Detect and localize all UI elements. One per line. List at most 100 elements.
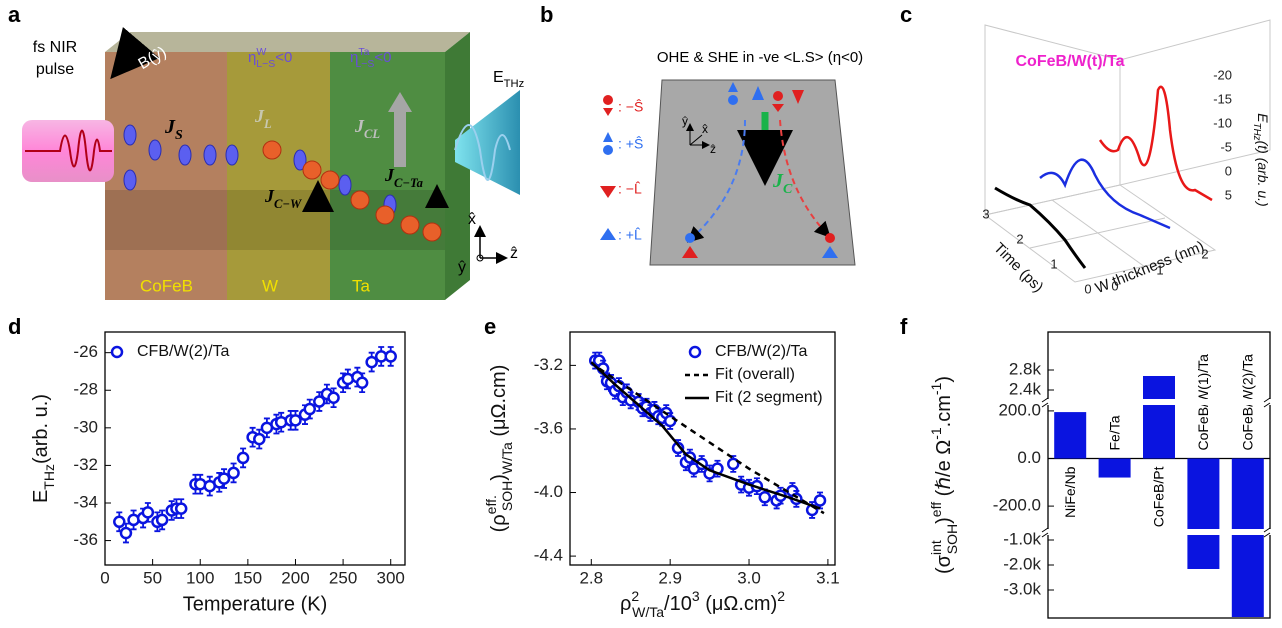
text-part: (t) (arb. u.) bbox=[1255, 141, 1271, 207]
text-part: W bbox=[256, 46, 266, 58]
label: JL bbox=[254, 106, 272, 131]
y-tick-label: -4.0 bbox=[534, 482, 563, 501]
fit-line bbox=[598, 367, 825, 515]
panel-label: d bbox=[8, 314, 21, 339]
text-part: -1 bbox=[928, 382, 944, 395]
text-part: η bbox=[248, 49, 256, 66]
legend-label: CFB/W(2)/Ta bbox=[715, 343, 808, 360]
text-part: J bbox=[254, 106, 265, 126]
text-part: (μΩ.cm) bbox=[488, 365, 510, 443]
axis-break bbox=[1044, 529, 1274, 535]
x-axis-label: ρ2 W/Ta/103 (μΩ.cm)2 bbox=[620, 588, 785, 620]
x-tick-label: 2.8 bbox=[579, 568, 603, 587]
y-tick-label: -3.0k bbox=[1003, 579, 1041, 598]
text-part: 2 bbox=[631, 588, 639, 604]
label: JC−W bbox=[264, 186, 302, 211]
tick-label: 1 bbox=[1050, 256, 1057, 271]
axis-label: ẑ bbox=[710, 142, 716, 156]
text-part: C bbox=[783, 182, 793, 197]
point bbox=[384, 350, 397, 363]
label: ηW L−S<0 bbox=[248, 46, 292, 70]
y-tick-label: -26 bbox=[73, 342, 98, 361]
text-part: J bbox=[164, 116, 176, 138]
point bbox=[253, 432, 266, 446]
text-part: J bbox=[772, 170, 784, 192]
bar bbox=[1187, 458, 1220, 569]
ohe-path bbox=[779, 119, 831, 238]
panel-label: b bbox=[540, 2, 553, 27]
axis-label: ETHz(t) (arb. u.) bbox=[1251, 113, 1271, 206]
text-part: (arb. u.) bbox=[30, 394, 52, 464]
slab bbox=[649, 79, 856, 266]
wall bbox=[1119, 19, 1271, 186]
text-part: (ℏ/e Ω bbox=[933, 440, 955, 502]
layer-cofeb bbox=[105, 52, 227, 300]
axis-y bbox=[476, 254, 484, 262]
pulse-beam bbox=[22, 120, 114, 182]
tick-label: 5 bbox=[1225, 187, 1232, 202]
point bbox=[303, 402, 317, 416]
label: JCL bbox=[354, 116, 380, 141]
point bbox=[727, 457, 740, 471]
category-label: CoFeB/Pt bbox=[1151, 466, 1167, 527]
title: OHE & SHE in -ve <L.S> (η<0) bbox=[657, 49, 863, 66]
label: ηTa L−S<0 bbox=[350, 46, 392, 70]
point bbox=[758, 491, 772, 504]
text-part: THz bbox=[504, 78, 525, 90]
y-tick-label: -32 bbox=[73, 455, 98, 474]
y-tick-label: -2.0k bbox=[1003, 554, 1041, 573]
tick-label: 2 bbox=[1201, 246, 1208, 261]
y-tick-label: -4.4 bbox=[534, 546, 563, 565]
y-tick-label: -36 bbox=[73, 530, 98, 549]
bar bbox=[1231, 458, 1264, 617]
text-part: E bbox=[30, 490, 52, 503]
tick-label: 3 bbox=[982, 206, 989, 221]
text-part: ) bbox=[933, 517, 955, 524]
text-part: <0 bbox=[374, 49, 391, 66]
tick-label: 0 bbox=[1225, 163, 1232, 178]
text-part: W/Ta bbox=[499, 442, 515, 474]
jcl-arrow bbox=[394, 112, 406, 167]
x-tick-label: 250 bbox=[329, 568, 357, 587]
y-tick-label: 2.4k bbox=[1009, 379, 1042, 398]
text-part: L bbox=[263, 117, 272, 131]
category-label: NiFe/Nb bbox=[1062, 466, 1078, 518]
text-part: J bbox=[384, 165, 395, 185]
x-tick-label: 0 bbox=[100, 568, 109, 587]
layer-ta bbox=[330, 52, 445, 300]
legend-label: Fit (2 segment) bbox=[715, 389, 823, 406]
text-part: SOH bbox=[944, 524, 960, 554]
text-part: C−W bbox=[274, 197, 302, 211]
spin-icons bbox=[600, 82, 838, 258]
tick-label: -5 bbox=[1220, 139, 1232, 154]
grid bbox=[1029, 217, 1166, 249]
text-part: L−S bbox=[355, 58, 374, 70]
tick-label: 1 bbox=[1156, 262, 1163, 277]
plot-frame bbox=[1047, 331, 1271, 619]
grid bbox=[1051, 199, 1146, 268]
legend-label: : −L̂ bbox=[618, 180, 642, 196]
pulse-wave bbox=[25, 129, 112, 172]
label: ETHz bbox=[493, 69, 525, 90]
layer-label: Ta bbox=[352, 276, 371, 295]
point bbox=[217, 472, 231, 485]
panel-label: e bbox=[484, 314, 496, 339]
point bbox=[174, 502, 188, 515]
y-tick-label: -30 bbox=[73, 417, 98, 436]
text-part: (σ bbox=[933, 554, 955, 574]
tick-label: 0 bbox=[1111, 278, 1118, 293]
tick-label: -15 bbox=[1213, 91, 1232, 106]
text-part: eff. bbox=[483, 495, 499, 514]
x-tick-label: 300 bbox=[377, 568, 405, 587]
text-part: ) bbox=[488, 474, 510, 481]
tick-label: 2 bbox=[1016, 231, 1023, 246]
layer-label: CoFeB bbox=[140, 276, 193, 295]
plot-frame bbox=[569, 331, 836, 566]
panel-c: CoFeB/W(t)/Ta ETHz(t) (arb. u.) Time (ps… bbox=[983, 19, 1271, 297]
text-part: eff bbox=[928, 502, 944, 517]
x-tick-label: 3.1 bbox=[816, 568, 840, 587]
legend-label: : +Ŝ bbox=[618, 136, 643, 152]
y-tick-label: 0.0 bbox=[1017, 448, 1041, 467]
y-tick-label: -200.0 bbox=[993, 496, 1041, 515]
